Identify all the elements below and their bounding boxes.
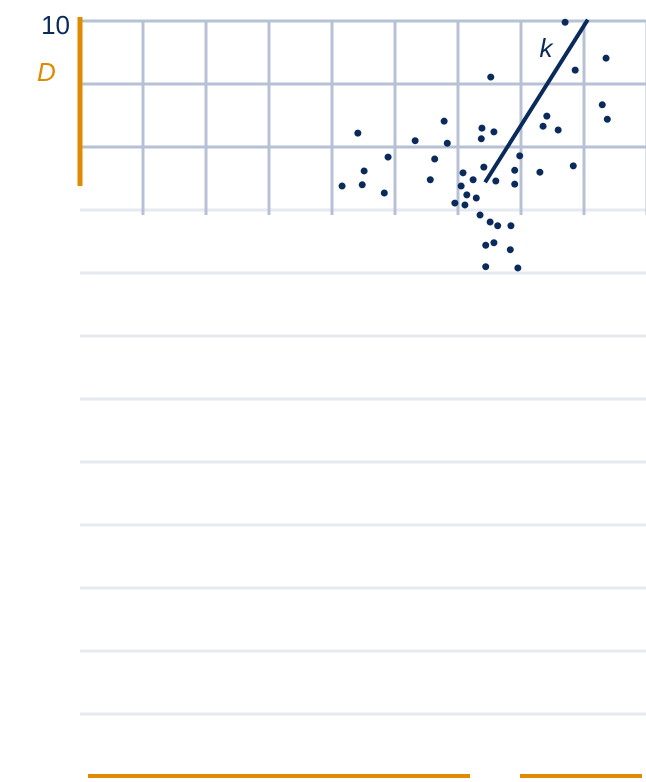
point [360,167,368,175]
point [472,194,480,202]
point [411,137,419,145]
point [354,129,362,137]
point [477,135,485,143]
point [478,124,486,132]
point [480,163,488,171]
point [469,176,477,184]
point [569,162,577,170]
point [490,128,498,136]
point [443,139,451,147]
y-tick-label: 10 [41,10,70,40]
point [440,117,448,125]
point [516,152,524,160]
point [536,168,544,176]
point [463,191,471,199]
point [514,264,522,272]
point [384,153,392,161]
point [539,122,547,130]
point [380,189,388,197]
point [561,18,569,26]
point [482,263,490,271]
point [426,176,434,184]
point [507,222,515,230]
point [492,177,500,185]
point [603,115,611,123]
point [459,169,467,177]
point [431,155,439,163]
point [451,199,459,207]
point [476,211,484,219]
point [494,222,502,230]
point [487,73,495,81]
trend-label: k [540,33,555,63]
point [482,241,490,249]
point [338,182,346,190]
trend-line [483,18,590,184]
point [486,218,494,226]
point [490,239,498,247]
point [461,201,469,209]
point [602,54,610,62]
point [543,112,551,120]
point [511,166,519,174]
point [511,180,519,188]
point [457,182,465,190]
point [554,126,562,134]
point [598,101,606,109]
y-axis-label: D [37,57,56,87]
point [358,181,366,189]
point [506,246,514,254]
point [571,66,579,74]
